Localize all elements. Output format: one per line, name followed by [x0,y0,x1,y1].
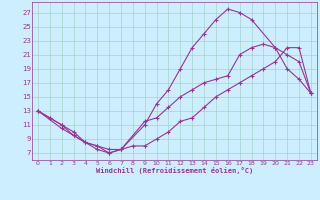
X-axis label: Windchill (Refroidissement éolien,°C): Windchill (Refroidissement éolien,°C) [96,167,253,174]
